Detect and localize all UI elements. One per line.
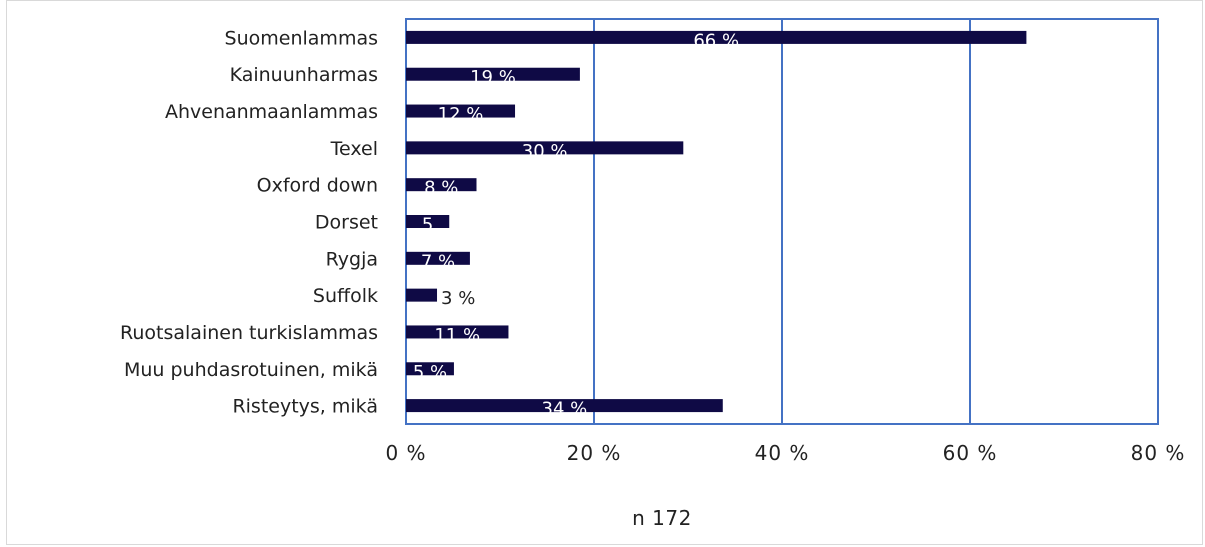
category-label: Ahvenanmaanlammas [165,101,378,123]
category-label: Risteytys, mikä [232,396,378,418]
bar [406,141,684,155]
data-label: 11 % [434,325,480,346]
data-label: 7 % [421,251,455,272]
bar [406,362,454,376]
category-label: Rygja [326,248,378,270]
data-label: 12 % [438,104,484,125]
data-labels: 66 % 19 % 12 % 30 % 8 % 5 7 % 3 % 11 % 5 % 34 % [413,30,739,419]
bar [406,30,1027,44]
category-label: Suomenlammas [225,27,378,49]
data-label: 5 % [413,362,447,383]
bar [406,251,470,265]
x-tick-label: 20 % [567,441,622,465]
category-label: Dorset [315,212,378,234]
category-label: Oxford down [257,175,378,197]
x-tick-label: 0 % [385,441,426,465]
bar [406,288,438,302]
bar [406,178,477,192]
sample-size-note: n 172 [632,506,692,530]
category-label: Suffolk [313,285,378,307]
bar [406,104,516,118]
data-label: 3 % [441,288,475,309]
bar [406,325,509,339]
data-label: 5 [422,215,433,236]
category-labels: Suomenlammas Kainuunharmas Ahvenanmaanlamm… [120,27,378,417]
x-tick-label: 60 % [943,441,998,465]
category-label: Kainuunharmas [230,64,378,86]
x-tick-label: 40 % [755,441,810,465]
bars [406,30,1027,413]
data-label: 66 % [693,30,739,51]
chart-frame [6,0,1203,545]
bar [406,399,723,413]
x-tick-label: 80 % [1131,441,1186,465]
category-label: Texel [330,138,378,160]
bar [406,67,580,81]
data-label: 34 % [542,399,588,420]
bar [406,215,450,228]
data-label: 30 % [522,141,568,162]
data-label: 19 % [470,67,516,88]
category-label: Muu puhdasrotuinen, mikä [124,359,378,381]
data-label: 8 % [424,178,458,199]
gridlines [405,18,1159,425]
category-label: Ruotsalainen turkislammas [120,322,378,344]
x-tick-labels: 0 % 20 % 40 % 60 % 80 % [385,441,1186,465]
